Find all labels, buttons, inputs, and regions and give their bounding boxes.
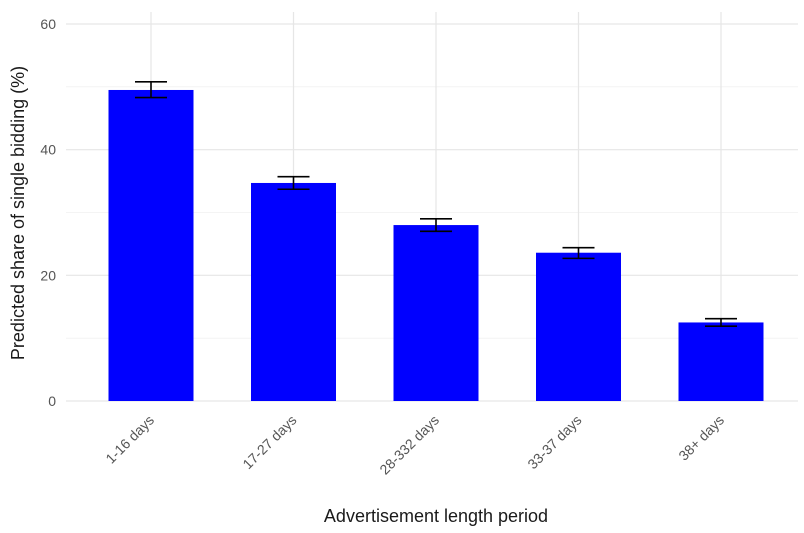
x-tick-label: 38+ days	[675, 412, 727, 464]
y-axis-title: Predicted share of single bidding (%)	[8, 66, 28, 360]
bars-layer	[108, 89, 764, 401]
error-bar-5	[705, 317, 737, 328]
y-tick-label: 60	[40, 16, 56, 32]
y-tick-label: 20	[40, 267, 56, 283]
y-tick-labels: 0 20 40 60	[40, 16, 56, 409]
bar-4	[536, 252, 621, 401]
x-tick-labels: 1-16 days 17-27 days 28-332 days 33-37 days…	[102, 412, 727, 478]
x-tick-label: 17-27 days	[239, 412, 299, 472]
bar-2	[251, 182, 336, 401]
error-bars-layer	[135, 81, 737, 328]
bar-3	[393, 225, 479, 401]
x-axis-title: Advertisement length period	[324, 506, 548, 526]
x-tick-label: 28-332 days	[376, 412, 442, 478]
error-bar-4	[562, 246, 595, 260]
bar-5	[678, 322, 764, 401]
error-bar-3	[420, 217, 452, 233]
x-tick-label: 1-16 days	[102, 412, 157, 467]
x-tick-label: 33-37 days	[524, 412, 584, 472]
y-tick-label: 40	[40, 142, 56, 158]
bar-1	[108, 89, 194, 401]
error-bar-1	[135, 81, 167, 99]
y-tick-label: 0	[48, 393, 56, 409]
error-bar-2	[277, 175, 310, 191]
